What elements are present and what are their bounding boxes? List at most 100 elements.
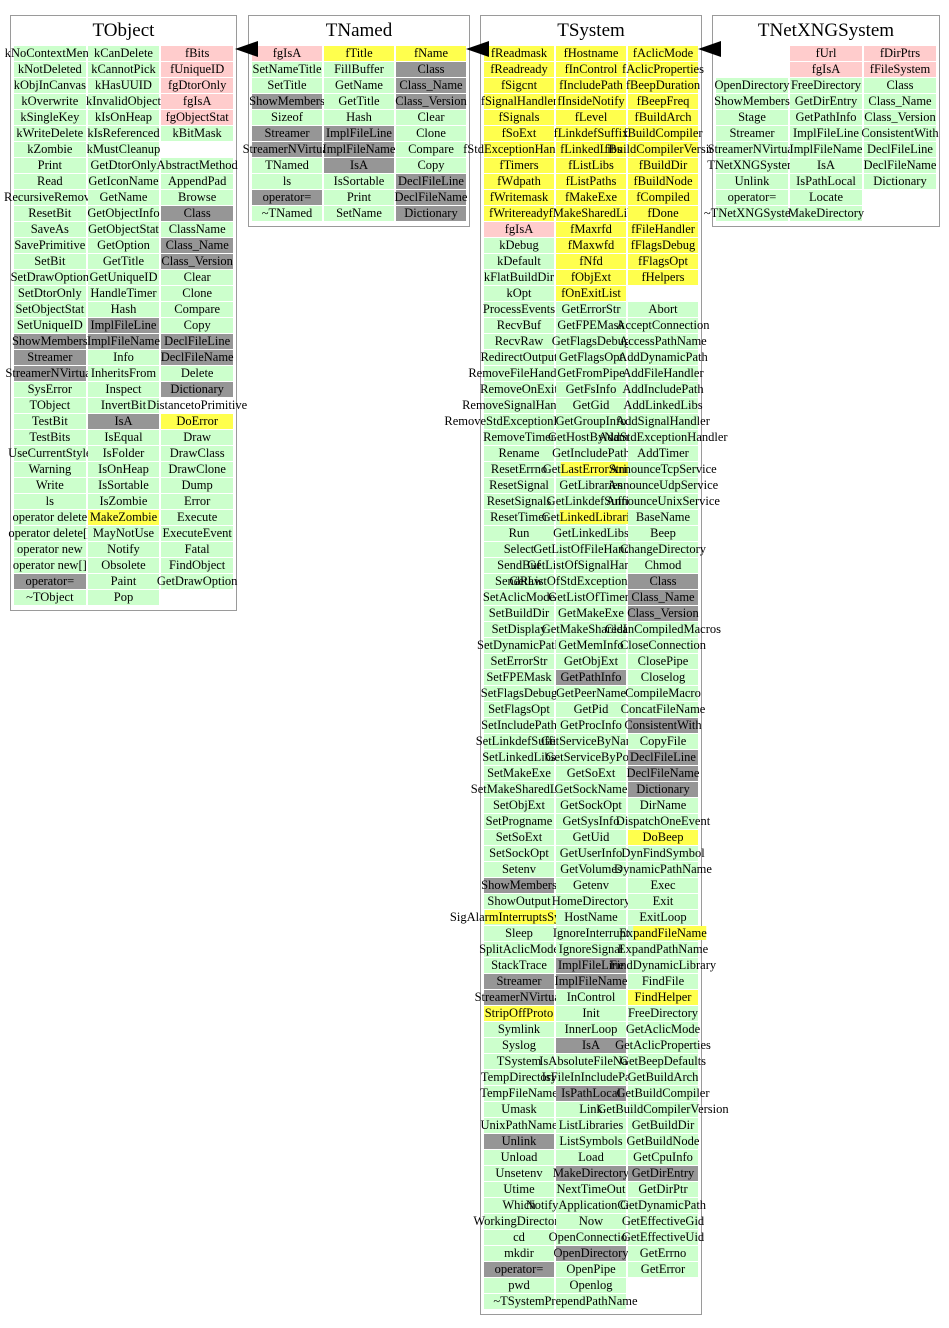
member-cell[interactable]: ~TNamed xyxy=(252,206,322,221)
member-cell[interactable]: ResetErrno xyxy=(484,462,554,477)
member-cell[interactable]: DynamicPathName xyxy=(614,862,712,877)
member-cell[interactable]: fHostname xyxy=(556,46,626,61)
member-cell[interactable]: Class xyxy=(628,574,698,589)
member-cell[interactable]: IsA xyxy=(790,158,862,173)
member-cell[interactable]: fgIsA xyxy=(252,46,322,61)
member-cell[interactable]: GetLastErrorString xyxy=(542,462,640,477)
member-cell[interactable]: GetBuildCompilerVersion xyxy=(597,1102,729,1117)
member-cell[interactable]: ShowMembers xyxy=(714,94,790,109)
member-cell[interactable]: ResetSignal xyxy=(484,478,554,493)
member-cell[interactable]: FindHelper xyxy=(628,990,698,1005)
member-cell[interactable]: ImplFileName xyxy=(87,334,160,349)
member-cell[interactable]: InControl xyxy=(556,990,626,1005)
member-cell[interactable]: SetSockOpt xyxy=(484,846,554,861)
member-cell[interactable]: ResetBit xyxy=(14,206,86,221)
member-cell[interactable]: SetSoExt xyxy=(484,830,554,845)
member-cell[interactable]: SendBuf xyxy=(484,558,554,573)
member-cell[interactable]: Unload xyxy=(484,1150,554,1165)
member-cell[interactable]: IsSortable xyxy=(324,174,394,189)
member-cell[interactable]: Pop xyxy=(87,590,160,605)
member-cell[interactable]: Dictionary xyxy=(864,174,936,189)
member-cell[interactable]: PrependPathName xyxy=(544,1294,638,1309)
member-cell[interactable]: Symlink xyxy=(484,1022,554,1037)
member-cell[interactable]: GetEffectiveGid xyxy=(621,1214,705,1229)
member-cell[interactable]: pwd xyxy=(484,1278,554,1293)
member-cell[interactable]: GetLinkdefSuffix xyxy=(546,494,636,509)
member-cell[interactable]: Unsetenv xyxy=(484,1166,554,1181)
member-cell[interactable]: fgDtorOnly xyxy=(161,78,233,93)
member-cell[interactable]: fTitle xyxy=(324,46,394,61)
member-cell[interactable]: IsOnHeap xyxy=(87,462,160,477)
member-cell[interactable]: GetDirEntry xyxy=(790,94,862,109)
member-cell[interactable]: ExitLoop xyxy=(628,910,698,925)
member-cell[interactable]: GetProcInfo xyxy=(556,718,626,733)
member-cell[interactable]: Exit xyxy=(628,894,698,909)
member-cell[interactable]: fHelpers xyxy=(628,270,698,285)
member-cell[interactable]: GetCpuInfo xyxy=(628,1150,698,1165)
member-cell[interactable]: fStdExceptionHandler xyxy=(463,142,575,157)
member-cell[interactable]: Utime xyxy=(484,1182,554,1197)
member-cell[interactable]: OpenDirectory xyxy=(553,1246,629,1261)
member-cell[interactable]: MayNotUse xyxy=(87,526,160,541)
member-cell[interactable]: RemoveTimer xyxy=(483,430,555,445)
member-cell[interactable]: AnnounceUnixService xyxy=(606,494,720,509)
member-cell[interactable]: ls xyxy=(252,174,322,189)
member-cell[interactable]: StreamerNVirtual xyxy=(242,142,332,157)
member-cell[interactable]: Read xyxy=(14,174,86,189)
member-cell[interactable]: Compare xyxy=(396,142,466,157)
member-cell[interactable]: Streamer xyxy=(14,350,86,365)
member-cell[interactable]: SendRaw xyxy=(484,574,554,589)
member-cell[interactable]: Rename xyxy=(484,446,554,461)
member-cell[interactable]: IsPathLocal xyxy=(556,1086,626,1101)
member-cell[interactable]: Closelog xyxy=(628,670,698,685)
member-cell[interactable]: Clone xyxy=(396,126,466,141)
member-cell[interactable]: kIsOnHeap xyxy=(87,110,160,125)
member-cell[interactable]: Hash xyxy=(324,110,394,125)
member-cell[interactable]: operator= xyxy=(252,190,322,205)
member-cell[interactable]: GetFlagsDebug xyxy=(551,334,631,349)
member-cell[interactable]: Streamer xyxy=(484,974,554,989)
member-cell[interactable]: ExpandFileName xyxy=(619,926,707,941)
member-cell[interactable]: Link xyxy=(556,1102,626,1117)
member-cell[interactable]: DeclFileLine xyxy=(864,142,936,157)
member-cell[interactable]: GetFsInfo xyxy=(556,382,626,397)
member-cell[interactable]: Obsolete xyxy=(87,558,160,573)
member-cell[interactable]: IsPathLocal xyxy=(790,174,862,189)
member-cell[interactable]: fSignalHandler xyxy=(480,94,558,109)
member-cell[interactable]: CloseConnection xyxy=(619,638,707,653)
member-cell[interactable]: Stage xyxy=(716,110,788,125)
member-cell[interactable]: GetUniqueID xyxy=(87,270,160,285)
member-cell[interactable]: AbstractMethod xyxy=(156,158,238,173)
member-cell[interactable]: DeclFileLine xyxy=(628,750,698,765)
member-cell[interactable]: GetUid xyxy=(556,830,626,845)
member-cell[interactable]: fUniqueID xyxy=(161,62,233,77)
member-cell[interactable]: Notify xyxy=(87,542,160,557)
member-cell[interactable]: ClassName xyxy=(161,222,233,237)
member-cell[interactable]: FindObject xyxy=(161,558,233,573)
member-cell[interactable]: Class_Version xyxy=(864,110,936,125)
member-cell[interactable]: IsFileInIncludePath xyxy=(541,1070,641,1085)
member-cell[interactable]: fFlagsDebug xyxy=(628,238,698,253)
member-cell[interactable]: GetErrorStr xyxy=(556,302,626,317)
member-cell[interactable]: IsA xyxy=(324,158,394,173)
member-cell[interactable]: SetUniqueID xyxy=(14,318,86,333)
member-cell[interactable]: fListPaths xyxy=(556,174,626,189)
member-cell[interactable]: AcceptConnection xyxy=(616,318,710,333)
member-cell[interactable]: mkdir xyxy=(484,1246,554,1261)
member-cell[interactable]: ShowOutput xyxy=(484,894,554,909)
member-cell[interactable]: MakeZombie xyxy=(87,510,160,525)
member-cell[interactable]: fLinkdefSuffix xyxy=(553,126,629,141)
member-cell[interactable]: GetBuildNode xyxy=(626,1134,700,1149)
member-cell[interactable]: Clear xyxy=(161,270,233,285)
member-cell[interactable]: IsFolder xyxy=(87,446,160,461)
member-cell[interactable]: GetObjExt xyxy=(556,654,626,669)
member-cell[interactable]: kMustCleanup xyxy=(86,142,161,157)
member-cell[interactable]: fNfd xyxy=(556,254,626,269)
member-cell[interactable]: DeclFileLine xyxy=(396,174,466,189)
member-cell[interactable]: GetErrno xyxy=(628,1246,698,1261)
member-cell[interactable]: IsSortable xyxy=(87,478,160,493)
member-cell[interactable]: DispatchOneEvent xyxy=(615,814,711,829)
member-cell[interactable]: Print xyxy=(14,158,86,173)
member-cell[interactable]: Unlink xyxy=(716,174,788,189)
member-cell[interactable]: InheritsFrom xyxy=(87,366,160,381)
